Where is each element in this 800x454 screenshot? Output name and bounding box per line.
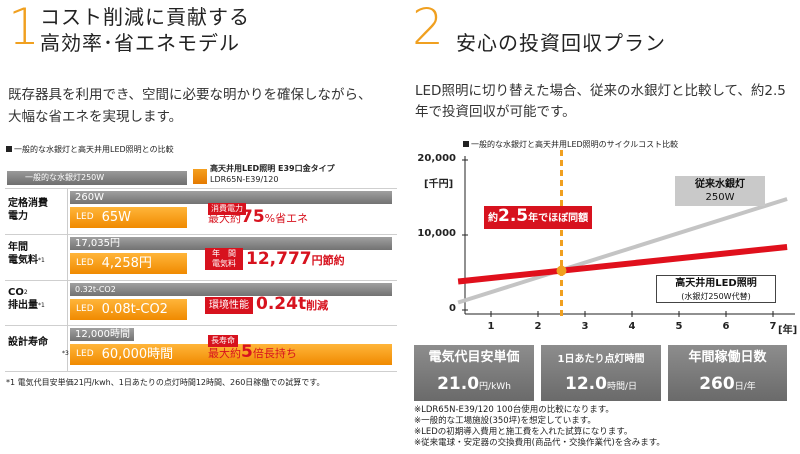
electricity-badge: 年 間 電気料: [205, 248, 243, 270]
section2-number: 2: [412, 0, 444, 56]
table-divider: [5, 371, 397, 372]
table-divider: [5, 234, 397, 235]
y-axis-unit: [千円]: [424, 179, 454, 190]
x-tick-label: 5: [675, 321, 683, 332]
mercury-cost-line: [457, 197, 788, 305]
note-line: ※LDR65N-E39/120 100台使用の比較になります。: [414, 405, 614, 415]
co2-callout: 0.24t削減: [256, 294, 329, 314]
section1-title-line1: コスト削減に貢献する: [40, 5, 250, 29]
led-bar-lifespan: LED 60,000時間: [70, 344, 392, 365]
y-tick-label: 10,000: [417, 228, 456, 239]
legend-mercury: 一般的な水銀灯250W: [7, 171, 187, 185]
heading-square-icon: [6, 146, 12, 152]
legend-led-swatch: [193, 169, 207, 184]
legend-led-line2: LDR65N-E39/120: [210, 175, 279, 184]
heading-square-icon: [463, 141, 469, 147]
x-tick-label: 4: [628, 321, 636, 332]
section1-number: 1: [8, 0, 40, 56]
chart-heading: 一般的な水銀灯と高天井用LED照明のサイクルコスト比較: [463, 139, 678, 150]
mercury-bar-power: 260W: [70, 191, 392, 204]
section2-paragraph-line1: LED照明に切り替えた場合、従来の水銀灯と比較して、約2.5: [415, 83, 786, 99]
led-bar-co2: LED 0.08t-CO2: [70, 299, 187, 320]
table-divider: [5, 188, 397, 189]
mercury-series-label: 従来水銀灯 250W: [675, 176, 765, 206]
mercury-bar-co2: 0.32t-CO2: [70, 283, 392, 296]
table-divider: [5, 325, 397, 326]
y-tick-label: 20,000: [417, 153, 456, 164]
section1-paragraph-line1: 既存器具を利用でき、空間に必要な明かりを確保しながら、: [8, 87, 372, 103]
co2-badge: 環境性能: [205, 297, 253, 314]
led-series-label: 高天井用LED照明 (水銀灯250W代替): [656, 275, 776, 303]
section1-footnote: *1 電気代目安単価21円/kwh、1日あたりの点灯時間12時間、260日稼働で…: [6, 378, 325, 387]
lifespan-badge: 長寿命: [208, 335, 238, 347]
section1-title-line2: 高効率･省エネモデル: [40, 31, 240, 55]
note-line: ※一般的な工場施設(350坪)を想定しています。: [414, 416, 596, 426]
electricity-callout: 12,777円節約: [246, 249, 345, 269]
mercury-bar-electricity: 17,035円: [70, 237, 392, 250]
x-tick-label: 1: [487, 321, 495, 332]
mercury-bar-lifespan: 12,000時間: [70, 328, 134, 341]
section2-title: 安心の投資回収プラン: [456, 31, 666, 55]
payback-intersection-point: [556, 265, 567, 276]
row-label-co2: CO2 排出量*1: [8, 287, 45, 311]
x-tick-label: 3: [581, 321, 589, 332]
row-label-power: 定格消費 電力: [8, 198, 48, 222]
table-column-divider: [67, 188, 68, 371]
row-label-electricity: 年間 電気料*1: [8, 242, 45, 266]
note-line: ※従来電球・安定器の交換費用(商品代・交換作業代)を含みます。: [414, 438, 665, 448]
stat-daily-hours: 1日あたり点灯時間 12.0時間/日: [541, 345, 661, 401]
y-tick-label: 0: [449, 303, 456, 314]
comparison-heading: 一般的な水銀灯と高天井用LED照明との比較: [6, 144, 174, 155]
lifespan-callout: 最大約5倍長持ち: [208, 342, 297, 362]
x-tick-label: 2: [534, 321, 542, 332]
section1-paragraph-line2: 大幅な省エネを実現します。: [8, 109, 183, 125]
note-line: ※LEDの初期導入費用と施工費を入れた試算になります。: [414, 427, 633, 437]
table-divider: [5, 280, 397, 281]
legend-led-line1: 高天井用LED照明 E39口金タイプ: [210, 164, 335, 173]
payback-label: 約2.5年でほぼ同額: [484, 206, 593, 229]
led-cost-line: [457, 244, 788, 285]
x-tick-label: 6: [722, 321, 730, 332]
stat-electricity-rate: 電気代目安単価 21.0円/kWh: [414, 345, 534, 401]
led-bar-electricity: LED 4,258円: [70, 253, 187, 274]
power-badge: 消費電力: [208, 203, 246, 215]
led-bar-power: LED 65W: [70, 207, 187, 228]
stat-annual-days: 年間稼働日数 260日/年: [668, 345, 787, 401]
section2-paragraph-line2: 年で投資回収が可能です。: [415, 104, 576, 120]
row-label-lifespan: 設計寿命 *3: [8, 337, 69, 357]
x-axis-unit: [年]: [778, 325, 798, 336]
x-tick-label: 7: [769, 321, 777, 332]
power-callout: 最大約75%省エネ: [208, 207, 309, 227]
